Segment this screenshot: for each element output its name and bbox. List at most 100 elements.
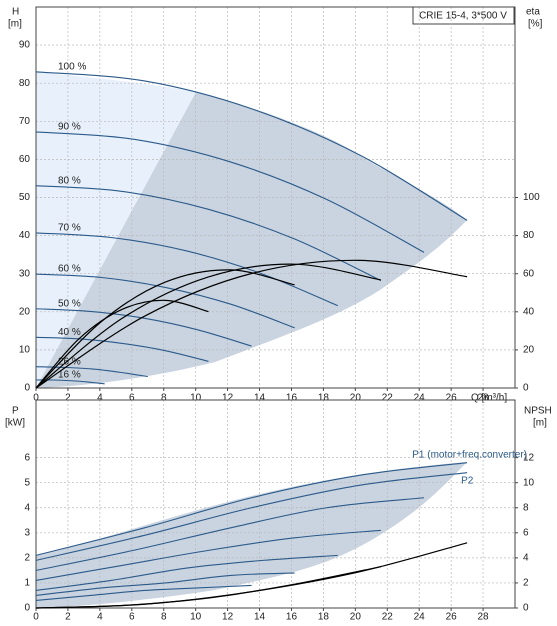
curve-label: 16 % [58,370,81,381]
secondary-curve [35,263,381,389]
x-tick-label: 0 [33,612,39,623]
x-tick-label: 18 [318,612,330,623]
y-tick-label: 6 [24,452,30,463]
y2-tick-label: 100 [523,192,540,203]
power-region [36,462,467,608]
plot-frame [35,6,516,389]
y-tick-label: 40 [19,230,31,241]
y2-tick-label: 2 [523,578,529,589]
y2-axis-label: [m] [533,418,547,429]
x-tick-label: 22 [382,612,394,623]
y2-tick-label: 60 [523,268,535,279]
x-tick-label: 12 [222,612,234,623]
plot-frame [35,399,516,609]
secondary-curve [35,259,468,389]
x-tick-label: 10 [190,612,202,623]
y-tick-label: 0 [24,603,30,614]
operating-region [36,92,467,388]
y2-axis-label: eta [526,7,540,18]
y-tick-label: 0 [24,383,30,394]
curve-label: 50 % [58,298,81,309]
curve [35,529,381,581]
curve-label: 80 % [58,175,81,186]
curve [35,584,252,602]
y2-tick-label: 40 [523,306,535,317]
x-tick-label: 14 [254,612,266,623]
x-tick-label: 22 [382,393,394,404]
x-tick-label: 6 [129,393,135,404]
x-tick-label: 20 [350,393,362,404]
y-axis-label: [m] [8,19,22,30]
y-tick-label: 90 [19,40,31,51]
curve-label: P2 [461,475,474,486]
y2-tick-label: 12 [523,452,535,463]
x-tick-label: 2 [65,393,71,404]
y-tick-label: 4 [24,502,30,513]
y-axis-label: P [12,406,19,417]
curve [35,131,425,253]
y-tick-label: 70 [19,116,31,127]
x-tick-label: 24 [414,612,426,623]
y-tick-label: 2 [24,553,30,564]
y2-axis-label: NPSH [524,406,552,417]
x-tick-label: 10 [190,393,202,404]
x-tick-label: 16 [286,393,298,404]
curve [35,554,338,592]
curve-label: 100 % [58,61,86,72]
y2-tick-label: 20 [523,345,535,356]
curve-label: P1 (motor+freq.converter) [412,449,527,460]
x-tick-label: 16 [286,612,298,623]
y-tick-label: 5 [24,477,30,488]
x-tick-label: 6 [129,612,135,623]
y2-tick-label: 6 [523,527,529,538]
y-axis-label: H [12,7,19,18]
curve [35,472,468,561]
y-tick-label: 80 [19,78,31,89]
y2-tick-label: 4 [523,553,529,564]
x-tick-label: 24 [414,393,426,404]
y-tick-label: 3 [24,527,30,538]
x-tick-label: 14 [254,393,266,404]
x-tick-label: 28 [478,612,490,623]
x-tick-label: 12 [222,393,234,404]
y-tick-label: 60 [19,154,31,165]
curve-label: 40 % [58,327,81,338]
chart-title: CRIE 15-4, 3*500 V [419,11,507,22]
curve-label: 26 % [58,356,81,367]
x-tick-label: 0 [33,393,39,404]
x-tick-label: 4 [97,612,103,623]
secondary-curve [35,299,209,389]
y2-tick-label: 0 [523,603,529,614]
y-tick-label: 50 [19,192,31,203]
curve [35,462,468,556]
y-tick-label: 20 [19,306,31,317]
x-axis-label: Q [m³/h] [471,393,507,404]
x-tick-label: 18 [318,393,330,404]
curve-label: 60 % [58,264,81,275]
y2-axis-label: [%] [528,19,543,30]
x-tick-label: 8 [161,393,167,404]
x-tick-label: 28 [478,393,490,404]
x-tick-label: 20 [350,612,362,623]
x-tick-label: 26 [446,612,458,623]
curve [35,572,295,597]
y2-tick-label: 80 [523,230,535,241]
x-tick-label: 4 [97,393,103,404]
x-tick-label: 8 [161,612,167,623]
curve [35,273,295,329]
curve-label: 90 % [58,122,81,133]
curve [35,308,252,347]
x-tick-label: 2 [65,612,71,623]
y-axis-label: [kW] [5,418,25,429]
y2-tick-label: 8 [523,502,529,513]
y2-tick-label: 10 [523,477,535,488]
y-tick-label: 10 [19,345,31,356]
y2-tick-label: 0 [523,383,529,394]
light-region [36,72,196,388]
curve [35,71,468,221]
y-tick-label: 1 [24,578,30,589]
y-tick-label: 30 [19,268,31,279]
curve [35,497,425,571]
